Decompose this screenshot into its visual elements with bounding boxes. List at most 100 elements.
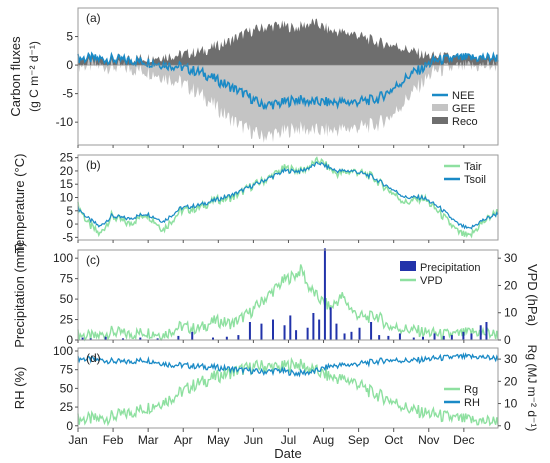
precipitation-bar: [283, 325, 286, 340]
precipitation-bar: [177, 335, 180, 340]
panel-b-ylabel: Temperature (°C): [12, 154, 27, 254]
precipitation-bar: [450, 335, 453, 340]
panel-b-ytick-label: 20: [60, 164, 74, 178]
precipitation-bar: [479, 325, 482, 340]
panel-a-label: (a): [86, 11, 101, 25]
panel-a-ytick-label: 5: [66, 30, 73, 44]
x-axis-month-label: Jul: [281, 433, 296, 447]
vpd-line: [77, 264, 499, 342]
panel-d-legend-label: RH: [464, 397, 480, 409]
nee-line: [77, 51, 499, 111]
panel-c-ytick-label: 25: [60, 313, 74, 327]
panel-c-ytick-right-label: 30: [504, 251, 518, 265]
panel-d-ytick-right-label: 30: [504, 352, 518, 366]
panel-d-ytick-right-label: 10: [504, 397, 518, 411]
panel-c: [77, 248, 499, 342]
panel-d-ytick-label: 25: [60, 400, 74, 414]
tsoil-line: [77, 161, 499, 230]
panel-d-ytick-label: 75: [60, 363, 74, 377]
panel-c-ylabel: Precipitation (mm): [12, 242, 27, 347]
precipitation-bar: [122, 338, 124, 340]
panel-c-ytick-right-label: 20: [504, 278, 518, 292]
x-axis-month-label: Oct: [384, 433, 403, 447]
precipitation-bar: [289, 315, 292, 340]
panel-d-label: (d): [86, 351, 101, 365]
panel-b-ytick-label: 15: [60, 177, 74, 191]
precipitation-bar: [335, 323, 338, 340]
panel-b-legend-label: Tsoil: [464, 174, 486, 186]
panel-b-label: (b): [86, 158, 101, 172]
panel-d-legend-label: Rg: [464, 384, 478, 396]
panel-a-legend-swatch: [432, 104, 448, 111]
precipitation-bar: [212, 337, 214, 340]
precipitation-bar: [378, 335, 381, 340]
precipitation-bar: [312, 313, 315, 340]
panel-d-ytick-label: 100: [53, 344, 73, 358]
precipitation-bar: [323, 248, 326, 340]
panel-c-ytick-label: 0: [66, 333, 73, 347]
precipitation-bar: [442, 335, 445, 340]
panel-d-ylabel-right: Rg (MJ m⁻² d⁻¹): [525, 345, 539, 432]
precipitation-bar: [422, 336, 424, 340]
precipitation-bar: [485, 322, 488, 340]
panel-a: [77, 18, 499, 143]
panel-d-ytick-right-label: 0: [504, 419, 511, 433]
precipitation-bar: [370, 322, 373, 340]
precipitation-bar: [462, 331, 465, 340]
panel-a-legend-label: Reco: [452, 116, 478, 128]
panel-c-ytick-right-label: 10: [504, 306, 518, 320]
panel-d-ytick-label: 50: [60, 381, 74, 395]
panel-c-legend-label: Precipitation: [420, 262, 481, 274]
precipitation-bar: [433, 333, 436, 340]
x-axis-month-label: Nov: [418, 433, 439, 447]
panel-d: [77, 352, 499, 427]
rg-line: [77, 356, 499, 427]
panel-a-ylabel-unit: (g C m⁻² d⁻¹): [27, 41, 41, 112]
precipitation-bar: [350, 331, 353, 340]
precipitation-bar: [343, 333, 346, 340]
x-axis-month-label: Dec: [453, 433, 474, 447]
precipitation-bar: [272, 319, 274, 340]
panel-b: [77, 156, 499, 239]
x-axis-month-label: Mar: [138, 433, 159, 447]
precipitation-bar: [329, 307, 332, 340]
precipitation-bar: [387, 335, 390, 340]
precipitation-bar: [470, 333, 473, 340]
precipitation-bar: [306, 327, 309, 340]
x-axis-month-label: Apr: [174, 433, 193, 447]
precipitation-bar: [81, 337, 84, 340]
precipitation-bar: [295, 330, 298, 340]
precipitation-bar: [237, 335, 240, 340]
panel-a-ylabel: Carbon fluxes: [8, 36, 23, 117]
panel-d-ytick-right-label: 20: [504, 374, 518, 388]
panel-d-ytick-label: 0: [66, 419, 73, 433]
panel-b-legend-label: Tair: [464, 161, 482, 173]
precipitation-bar: [139, 337, 142, 340]
x-axis-month-label: Sep: [348, 433, 370, 447]
x-axis-month-label: Feb: [103, 433, 124, 447]
precipitation-bar: [260, 323, 263, 340]
x-axis-month-label: May: [207, 433, 230, 447]
x-axis-month-label: Jun: [244, 433, 263, 447]
panel-b-ytick-label: -5: [62, 230, 73, 244]
precipitation-bar: [89, 338, 92, 340]
panel-c-ytick-label: 100: [53, 251, 73, 265]
panel-c-ylabel-right: VPD (hPa): [525, 264, 540, 326]
panel-a-ytick-label: 0: [66, 58, 73, 72]
panel-c-label: (c): [86, 253, 100, 267]
x-axis-month-label: Aug: [313, 433, 334, 447]
panel-c-ytick-right-label: 0: [504, 333, 511, 347]
reco-area: [78, 18, 498, 66]
panel-a-legend-label: GEE: [452, 103, 475, 115]
panel-c-ytick-label: 50: [60, 292, 74, 306]
panel-d-ylabel: RH (%): [12, 367, 27, 410]
precipitation-bar: [156, 338, 159, 340]
precipitation-bar: [191, 331, 194, 340]
precipitation-bar: [318, 319, 321, 340]
panel-c-legend-label: VPD: [420, 275, 443, 287]
precipitation-bar: [398, 333, 401, 340]
panel-a-legend-swatch: [432, 117, 448, 124]
panel-b-ytick-label: 0: [66, 217, 73, 231]
panel-b-ytick-label: 5: [66, 204, 73, 218]
